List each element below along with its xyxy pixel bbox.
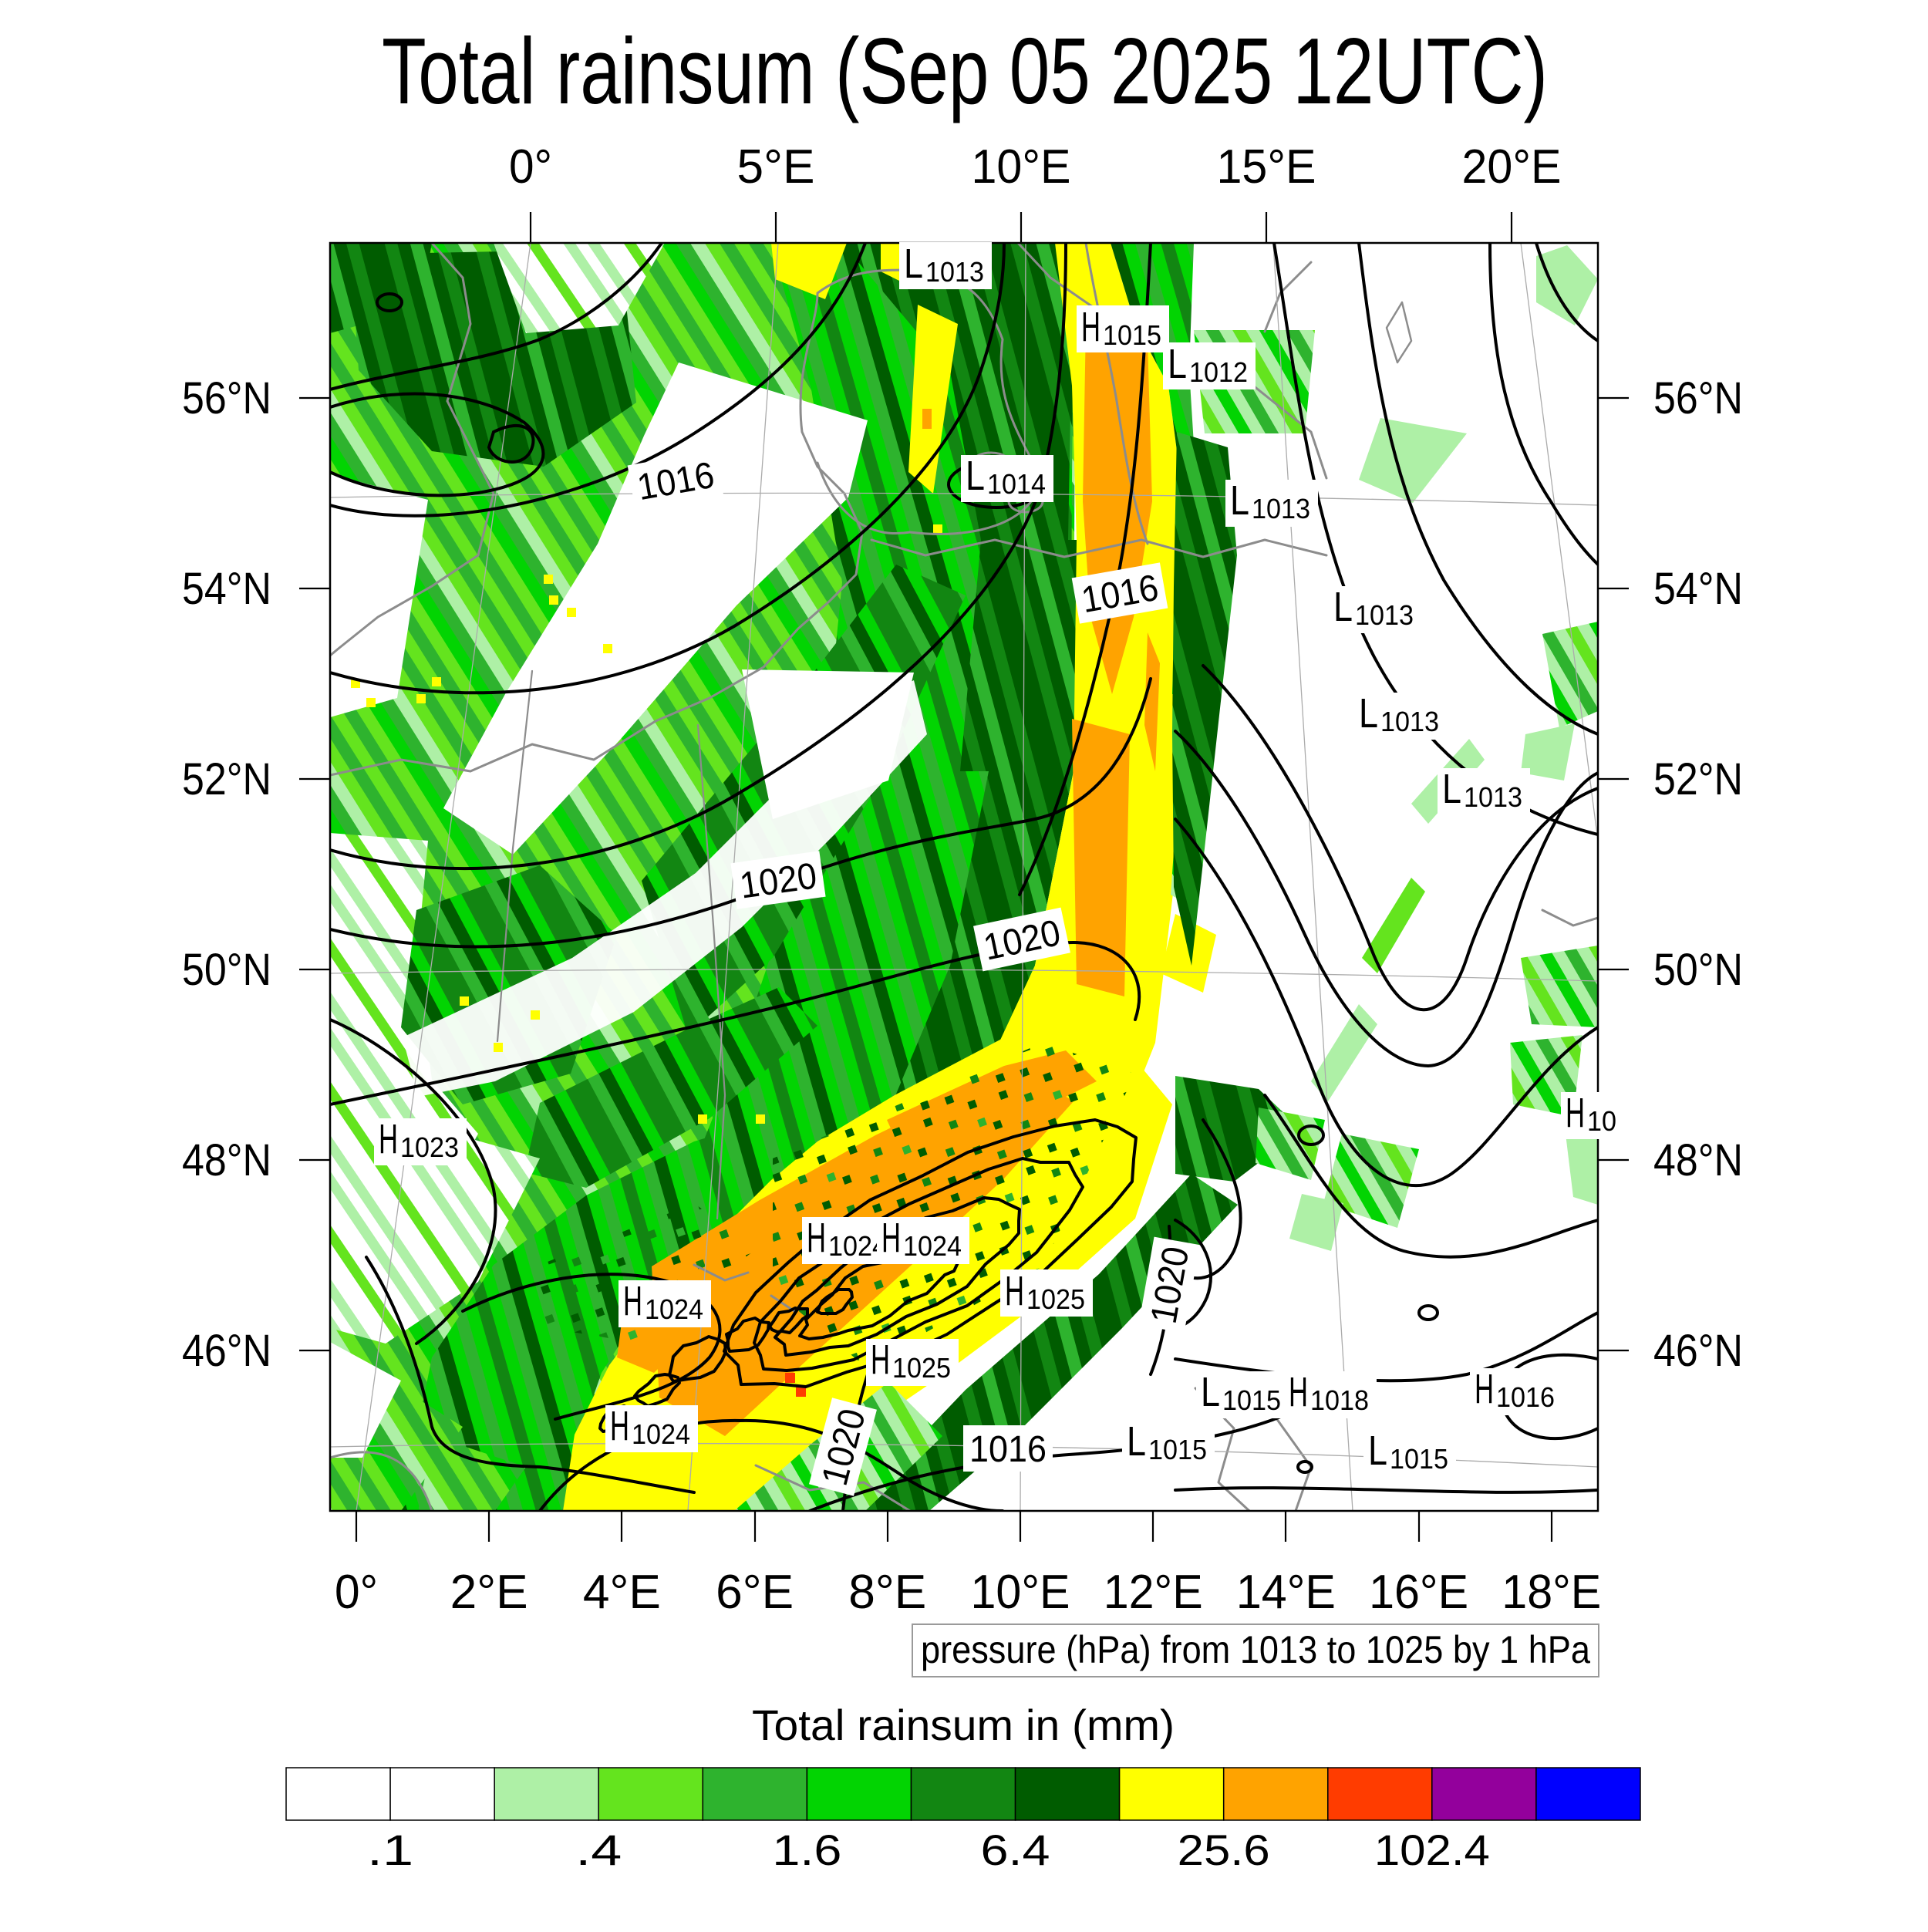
svg-text:L: L [1201,1369,1220,1415]
svg-text:0°: 0° [335,1566,378,1619]
svg-text:1024: 1024 [645,1293,703,1325]
svg-text:20°E: 20°E [1462,140,1562,194]
svg-text:6°E: 6°E [716,1566,794,1619]
svg-text:1025: 1025 [892,1352,951,1384]
svg-text:1.6: 1.6 [772,1826,841,1874]
svg-text:48°N: 48°N [1653,1135,1743,1185]
svg-text:1013: 1013 [925,256,984,288]
svg-text:1015: 1015 [1390,1443,1448,1475]
svg-text:52°N: 52°N [182,754,271,804]
svg-text:1024: 1024 [903,1230,962,1262]
svg-text:1018: 1018 [1310,1384,1369,1416]
svg-text:10°E: 10°E [972,140,1071,194]
svg-text:54°N: 54°N [1653,564,1743,614]
svg-text:L: L [1127,1418,1146,1465]
svg-text:0°: 0° [509,140,552,194]
svg-text:1013: 1013 [1355,599,1414,631]
svg-text:H: H [623,1278,642,1324]
svg-text:1015: 1015 [1148,1434,1207,1465]
svg-text:Total rainsum in (mm): Total rainsum in (mm) [752,1701,1175,1749]
svg-text:H: H [1005,1268,1024,1314]
svg-text:L: L [1359,690,1378,737]
svg-text:H: H [610,1403,629,1449]
svg-text:8°E: 8°E [848,1566,926,1619]
svg-text:2°E: 2°E [450,1566,528,1619]
svg-text:12°E: 12°E [1104,1566,1203,1619]
svg-text:1012: 1012 [1189,356,1248,388]
svg-text:1024: 1024 [632,1418,690,1450]
svg-text:56°N: 56°N [1653,373,1743,423]
svg-text:1025: 1025 [1026,1283,1085,1315]
svg-text:52°N: 52°N [1653,754,1743,804]
svg-text:6.4: 6.4 [981,1826,1050,1874]
svg-text:46°N: 46°N [1653,1326,1743,1376]
svg-text:10°E: 10°E [971,1566,1070,1619]
svg-text:10: 10 [1587,1105,1616,1137]
svg-text:L: L [1333,584,1353,630]
svg-text:50°N: 50°N [182,945,271,995]
svg-text:54°N: 54°N [182,564,271,614]
svg-text:16°E: 16°E [1369,1566,1468,1619]
svg-text:.1: .1 [367,1826,413,1874]
svg-text:1015: 1015 [1103,319,1161,351]
svg-text:1023: 1023 [400,1131,459,1163]
svg-text:H: H [1475,1366,1494,1412]
svg-text:H: H [881,1215,901,1261]
svg-text:pressure (hPa) from 1013 to 10: pressure (hPa) from 1013 to 1025 by 1 hP… [921,1628,1590,1671]
svg-text:H: H [1081,304,1101,350]
svg-text:4°E: 4°E [583,1566,661,1619]
svg-text:15°E: 15°E [1217,140,1316,194]
svg-text:Total rainsum (Sep 05 2025 12U: Total rainsum (Sep 05 2025 12UTC) [382,19,1548,123]
svg-text:5°E: 5°E [737,140,815,194]
svg-text:46°N: 46°N [182,1326,271,1376]
svg-text:L: L [1368,1428,1387,1474]
svg-text:25.6: 25.6 [1178,1826,1270,1874]
svg-text:1013: 1013 [1464,781,1522,813]
svg-text:L: L [904,241,923,287]
svg-text:H: H [1289,1369,1308,1415]
svg-text:1014: 1014 [987,468,1046,500]
svg-text:1016: 1016 [969,1429,1047,1470]
svg-text:L: L [1442,766,1461,812]
svg-text:H: H [871,1337,890,1383]
svg-text:1015: 1015 [1222,1384,1281,1416]
svg-text:L: L [966,453,985,499]
svg-text:14°E: 14°E [1236,1566,1336,1619]
svg-text:.4: .4 [575,1826,622,1874]
svg-text:48°N: 48°N [182,1135,271,1185]
svg-text:56°N: 56°N [182,373,271,423]
svg-text:50°N: 50°N [1653,945,1743,995]
svg-text:L: L [1168,341,1187,387]
svg-text:1013: 1013 [1252,493,1310,524]
svg-text:18°E: 18°E [1502,1566,1601,1619]
svg-text:H: H [807,1215,826,1261]
svg-text:L: L [1230,477,1249,524]
svg-text:102.4: 102.4 [1374,1826,1490,1874]
svg-text:1013: 1013 [1380,706,1439,737]
svg-text:1016: 1016 [1496,1381,1555,1413]
svg-text:H: H [379,1116,398,1162]
svg-text:H: H [1566,1090,1585,1136]
